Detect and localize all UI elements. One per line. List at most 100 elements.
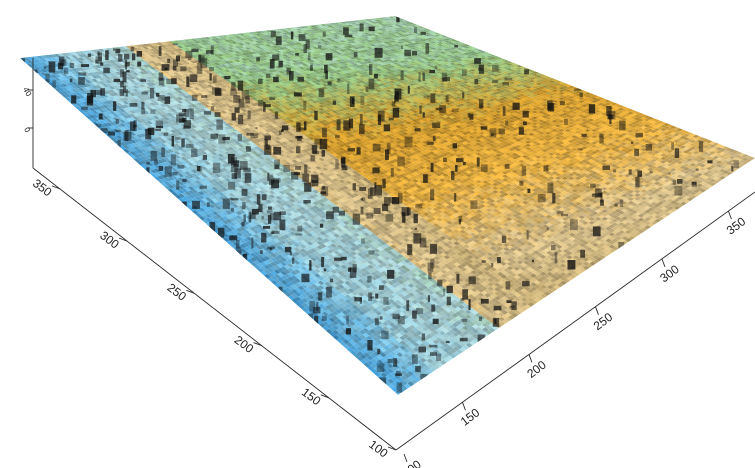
surface-cell [47,74,55,79]
surface-cell [37,55,44,60]
surface-cell [167,176,175,181]
surface-cell [123,145,130,149]
surface-cell [44,79,51,83]
surface-cell [50,67,58,71]
surface-cell [359,344,367,350]
surface-cell [301,298,309,303]
surface-cell [95,109,103,114]
surface-cell [78,91,85,95]
surface-cell [280,275,288,280]
surface-cell [339,331,346,337]
surface-cell [318,313,326,318]
surface-cell [383,360,391,366]
surface-cell [81,105,89,109]
surface-cell [47,68,55,72]
surface-cell [270,266,278,271]
surface-cell [277,267,284,273]
surface-cell [263,264,271,270]
surface-cell [102,130,110,135]
surface-cell [68,89,75,93]
surface-cell [267,267,274,273]
surface-cell [81,94,89,98]
surface-cell [33,56,41,60]
surface-cell [150,161,158,166]
surface-cell [112,128,120,133]
surface-cell [222,237,230,242]
surface-cell [257,267,264,273]
surface-cell [346,347,354,353]
surface-cell [387,373,394,379]
surface-cell [367,365,374,371]
surface-cell [370,353,377,359]
surface-cell [335,328,343,334]
surface-cell [236,232,243,237]
surface-cell [129,151,137,156]
surface-cell [215,214,223,219]
surface-cell [222,220,230,225]
surface-cell [123,141,130,146]
surface-cell [335,323,343,329]
surface-cell [229,226,236,231]
surface-cell [116,127,123,132]
surface-cell [177,189,185,194]
surface-cell [339,341,347,346]
surface-cell [274,274,281,279]
surface-cell [177,181,185,186]
surface-cell [150,165,158,170]
surface-cell [308,313,316,319]
surface-cell [384,375,391,381]
surface-cell [321,306,329,312]
surface-cell [205,213,213,218]
surface-cell [356,356,364,362]
surface-cell [47,78,55,82]
surface-cell [99,123,106,128]
surface-cell [260,266,268,271]
surface-cell [391,386,398,392]
surface-cell [71,88,79,93]
surface-cell [191,193,199,198]
surface-cell [291,298,299,304]
surface-cell [373,371,381,377]
surface-cell [370,363,377,369]
surface-cell [109,121,116,126]
surface-cell [329,327,336,332]
surface-cell [43,65,51,69]
surface-cell [325,314,333,320]
surface-cell [273,264,281,270]
surface-cell [332,320,339,326]
surface-cell [178,197,185,202]
surface-cell [140,156,147,161]
surface-cell [95,106,103,110]
surface-cell [322,325,330,331]
surface-cell [50,71,58,75]
surface-cell [88,111,96,115]
surface-cell [74,99,82,103]
surface-cell [304,291,312,297]
surface-cell [263,260,271,265]
surface-cell [260,257,267,262]
surface-cell [366,350,374,356]
surface-cell [47,71,55,75]
surface-cell [294,296,302,302]
surface-cell [298,295,305,300]
surface-cell [109,136,117,141]
surface-cell [301,307,309,313]
surface-cell [304,301,312,306]
surface-cell [198,203,206,208]
surface-cell [318,317,326,323]
surface-cell [352,333,360,339]
surface-cell [136,141,144,146]
surface-cell [184,191,192,196]
surface-cell [116,131,123,136]
surface-cell [40,68,48,73]
surface-cell [130,155,137,160]
surface-cell [280,270,288,276]
surface-cell [287,290,295,296]
surface-cell [308,299,315,305]
surface-cell [332,330,340,335]
surface-cell [37,72,44,77]
surface-cell [78,94,86,99]
surface-cell [194,196,202,201]
surface-cell [102,123,110,127]
surface-cell [50,74,58,78]
